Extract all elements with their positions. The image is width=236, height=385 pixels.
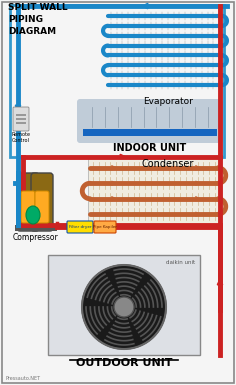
Bar bbox=[83, 129, 217, 136]
FancyBboxPatch shape bbox=[67, 221, 93, 233]
Bar bbox=[16, 114, 26, 116]
FancyBboxPatch shape bbox=[94, 221, 116, 233]
FancyBboxPatch shape bbox=[48, 255, 200, 355]
FancyBboxPatch shape bbox=[2, 2, 234, 383]
Text: INDOOR UNIT: INDOOR UNIT bbox=[113, 143, 187, 153]
Text: Remote
Control: Remote Control bbox=[12, 132, 30, 143]
Text: Condenser: Condenser bbox=[142, 159, 194, 169]
Text: Compressor: Compressor bbox=[12, 233, 58, 242]
FancyBboxPatch shape bbox=[17, 173, 39, 231]
FancyBboxPatch shape bbox=[13, 107, 29, 131]
Text: Evaporator: Evaporator bbox=[143, 97, 193, 106]
FancyBboxPatch shape bbox=[21, 191, 35, 223]
Text: daikin unit: daikin unit bbox=[166, 260, 195, 265]
Bar bbox=[88, 158, 220, 224]
Ellipse shape bbox=[26, 206, 40, 224]
Text: Pressauto.NET: Pressauto.NET bbox=[5, 376, 40, 381]
Text: OUTDOOR UNIT: OUTDOOR UNIT bbox=[76, 358, 172, 368]
Text: Pipe Kapiler: Pipe Kapiler bbox=[93, 225, 117, 229]
Bar bbox=[15, 225, 57, 231]
Circle shape bbox=[82, 265, 166, 349]
FancyBboxPatch shape bbox=[31, 173, 53, 231]
Circle shape bbox=[114, 297, 134, 317]
Bar bbox=[16, 122, 26, 124]
Text: SPLIT WALL
PIPING
DIAGRAM: SPLIT WALL PIPING DIAGRAM bbox=[8, 3, 68, 35]
FancyBboxPatch shape bbox=[35, 191, 49, 223]
FancyBboxPatch shape bbox=[77, 99, 223, 143]
Bar bbox=[16, 117, 26, 120]
Text: Filter dryer: Filter dryer bbox=[69, 225, 91, 229]
